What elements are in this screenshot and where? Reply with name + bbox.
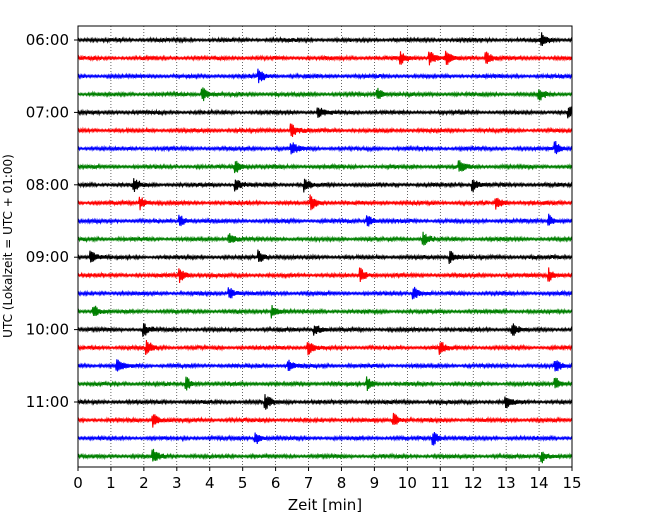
x-tick-label: 7	[304, 474, 314, 492]
x-tick-label: 2	[139, 474, 149, 492]
x-tick-label: 5	[238, 474, 248, 492]
seismic-trace	[77, 340, 573, 356]
y-axis-ticks: 06:00 07:00 08:00 09:00 10:00 11:00	[26, 31, 78, 411]
seismic-trace	[77, 286, 573, 300]
x-tick-label: 4	[205, 474, 215, 492]
seismic-trace	[77, 32, 573, 46]
x-tick-label: 11	[431, 474, 450, 492]
seismic-trace	[77, 50, 573, 66]
seismic-trace	[77, 68, 573, 84]
x-axis-label: Zeit [min]	[288, 496, 362, 514]
seismic-trace	[77, 267, 573, 283]
seismic-trace	[77, 432, 573, 446]
seismic-trace	[77, 123, 573, 137]
seismic-trace	[77, 231, 573, 246]
x-tick-label: 14	[530, 474, 549, 492]
x-tick-label: 8	[337, 474, 347, 492]
x-tick-label: 13	[497, 474, 516, 492]
seismic-trace	[77, 106, 573, 119]
seismic-traces	[77, 32, 573, 464]
x-tick-label: 10	[398, 474, 417, 492]
seismic-trace	[77, 376, 573, 391]
y-tick-label: 06:00	[26, 31, 69, 49]
y-tick-label: 08:00	[26, 176, 69, 194]
seismic-trace	[77, 323, 573, 337]
x-tick-label: 6	[271, 474, 281, 492]
plot-frame	[77, 25, 573, 468]
y-tick-label: 07:00	[26, 103, 69, 121]
x-axis-ticks: 0 1 2 3 4 5 6 7 8 9 10 11 12 13 14 15	[73, 467, 582, 492]
x-tick-label: 0	[73, 474, 83, 492]
y-tick-label: 10:00	[26, 321, 69, 339]
x-tick-label: 1	[106, 474, 116, 492]
x-tick-label: 3	[172, 474, 182, 492]
seismic-trace	[77, 394, 573, 410]
seismic-trace	[77, 412, 573, 428]
seismic-trace	[77, 178, 573, 193]
seismic-trace	[77, 305, 573, 319]
seismic-trace	[77, 359, 573, 372]
y-tick-label: 11:00	[26, 393, 69, 411]
seismic-trace	[77, 140, 573, 155]
seismic-trace	[77, 448, 573, 464]
seismic-trace	[77, 213, 573, 227]
x-tick-label: 15	[562, 474, 581, 492]
x-tick-label: 9	[370, 474, 380, 492]
seismic-trace	[77, 249, 573, 264]
y-tick-label: 09:00	[26, 248, 69, 266]
y-axis-label: UTC (Lokalzeit = UTC + 01:00)	[1, 154, 15, 338]
x-tick-label: 12	[464, 474, 483, 492]
seismic-trace	[77, 160, 573, 174]
seismic-trace	[77, 194, 573, 211]
seismic-trace	[77, 87, 573, 102]
plot-background	[78, 26, 572, 467]
